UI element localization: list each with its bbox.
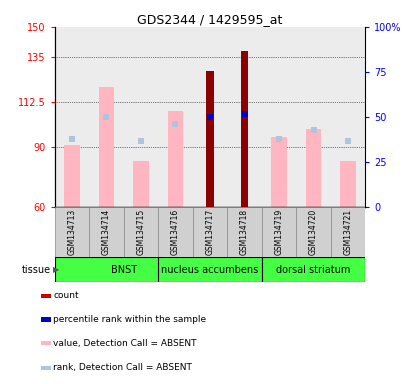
Text: GSM134714: GSM134714 <box>102 209 111 255</box>
Bar <box>158 27 193 207</box>
Bar <box>227 27 262 207</box>
Bar <box>331 207 365 257</box>
Bar <box>41 294 50 298</box>
Text: GSM134718: GSM134718 <box>240 209 249 255</box>
Text: BNST: BNST <box>110 265 137 275</box>
Bar <box>262 257 365 282</box>
Bar <box>41 317 50 322</box>
Bar <box>99 87 114 207</box>
Text: GSM134721: GSM134721 <box>344 209 353 255</box>
Bar <box>41 366 50 370</box>
Bar <box>340 161 356 207</box>
Text: count: count <box>53 291 79 300</box>
Bar <box>89 207 123 257</box>
Bar <box>158 207 193 257</box>
Text: GSM134713: GSM134713 <box>67 209 76 255</box>
Text: GSM134720: GSM134720 <box>309 209 318 255</box>
Bar <box>206 71 214 207</box>
Text: tissue: tissue <box>21 265 50 275</box>
Text: GSM134717: GSM134717 <box>205 209 215 255</box>
Bar <box>133 161 149 207</box>
Bar <box>123 207 158 257</box>
Bar <box>123 27 158 207</box>
Text: dorsal striatum: dorsal striatum <box>276 265 351 275</box>
Bar <box>193 27 227 207</box>
Bar <box>55 257 193 282</box>
Bar <box>297 207 331 257</box>
Bar <box>55 207 89 257</box>
Bar <box>89 27 123 207</box>
Text: GSM134719: GSM134719 <box>275 209 284 255</box>
Bar <box>227 207 262 257</box>
Text: value, Detection Call = ABSENT: value, Detection Call = ABSENT <box>53 339 197 348</box>
Bar <box>41 341 50 345</box>
Bar <box>297 27 331 207</box>
Bar <box>64 145 80 207</box>
Bar <box>331 27 365 207</box>
Bar <box>306 129 321 207</box>
Bar <box>55 27 89 207</box>
Bar <box>168 111 183 207</box>
Text: GSM134716: GSM134716 <box>171 209 180 255</box>
Text: percentile rank within the sample: percentile rank within the sample <box>53 315 207 324</box>
Title: GDS2344 / 1429595_at: GDS2344 / 1429595_at <box>137 13 283 26</box>
Bar <box>262 27 297 207</box>
Bar <box>241 51 248 207</box>
Text: GSM134715: GSM134715 <box>136 209 145 255</box>
Bar <box>262 207 297 257</box>
Text: nucleus accumbens: nucleus accumbens <box>161 265 259 275</box>
Bar <box>271 137 287 207</box>
Text: ▶: ▶ <box>52 265 59 274</box>
Text: rank, Detection Call = ABSENT: rank, Detection Call = ABSENT <box>53 363 192 372</box>
Bar <box>193 207 227 257</box>
Bar <box>158 257 262 282</box>
